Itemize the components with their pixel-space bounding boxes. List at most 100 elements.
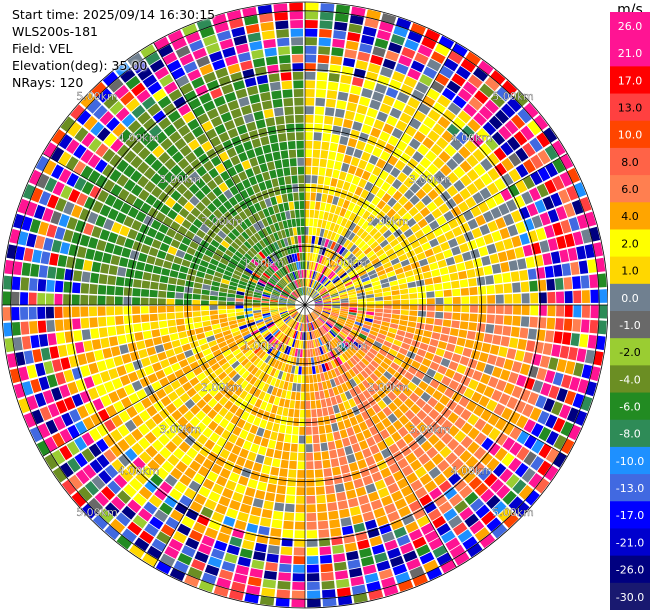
velocity-gate [214,425,225,436]
velocity-gate [327,361,334,370]
velocity-gate [391,127,404,139]
velocity-gate [144,181,156,193]
velocity-gate [289,158,297,167]
velocity-gate [219,524,233,536]
velocity-gate [447,238,458,248]
velocity-gate [469,295,478,304]
colorbar-tick-label: -26.0 [616,564,644,577]
velocity-gate [314,115,324,124]
velocity-gate [306,573,320,582]
velocity-gate [317,328,323,337]
velocity-gate [253,269,262,277]
velocity-gate [126,462,140,477]
velocity-gate [348,255,357,264]
velocity-gate [110,429,123,443]
velocity-gate [223,189,234,200]
velocity-gate [442,109,456,123]
velocity-gate [224,55,239,67]
velocity-gate [152,265,162,275]
velocity-gate [500,336,510,347]
velocity-gate [80,92,96,109]
velocity-gate [421,170,433,182]
velocity-gate [218,296,227,301]
velocity-gate [358,270,367,277]
velocity-gate [277,46,291,56]
velocity-gate [391,71,406,83]
velocity-gate [151,239,162,249]
velocity-gate [502,490,517,506]
velocity-gate [240,380,249,390]
velocity-gate [301,235,305,244]
velocity-gate [176,278,186,286]
velocity-gate [280,279,287,286]
velocity-gate [480,510,496,526]
colorbar-tick-label: 13.0 [618,101,643,114]
velocity-gate [324,334,331,342]
velocity-gate [134,270,144,280]
velocity-gate [210,87,223,100]
velocity-gate [374,83,387,94]
velocity-gate [559,345,570,359]
velocity-gate [283,237,289,247]
velocity-gate [334,367,341,377]
velocity-gate [237,511,249,522]
velocity-gate [278,280,286,287]
velocity-gate [228,320,238,326]
velocity-gate [305,11,319,20]
velocity-gate [232,80,246,91]
velocity-gate [20,307,29,320]
velocity-gate [335,322,343,329]
velocity-gate [341,127,351,137]
velocity-gate [503,358,514,371]
velocity-gate [192,126,204,138]
velocity-gate [468,379,479,391]
velocity-gate [178,441,191,453]
velocity-gate [301,375,305,384]
velocity-gate [167,319,176,327]
velocity-gate [218,569,234,581]
velocity-gate [171,151,184,164]
velocity-gate [295,270,300,279]
velocity-gate [274,250,281,260]
velocity-gate [348,346,357,354]
velocity-gate [306,278,309,287]
velocity-gate [490,93,506,108]
velocity-gate [280,229,287,239]
velocity-gate [409,299,418,305]
velocity-gate [192,105,206,118]
velocity-gate [451,246,461,256]
velocity-gate [573,182,587,198]
velocity-gate [406,326,416,334]
velocity-gate [56,332,66,345]
velocity-gate [287,364,293,374]
velocity-gate [176,183,188,195]
velocity-gate [255,319,264,324]
velocity-gate [112,244,123,256]
velocity-gate [556,305,565,317]
velocity-gate [319,288,327,294]
velocity-gate [110,346,121,357]
velocity-gate [445,256,456,266]
velocity-gate [131,442,144,456]
colorbar-tick-label: 6.0 [621,183,639,196]
velocity-gate [66,440,80,456]
velocity-gate [88,306,98,317]
velocity-gate [357,349,366,357]
velocity-gate [277,370,284,380]
velocity-gate [362,511,375,522]
velocity-gate [170,190,182,202]
velocity-gate [102,179,116,193]
velocity-gate [447,425,460,437]
velocity-gate [313,218,318,227]
velocity-gate [398,324,407,332]
velocity-gate [398,347,408,356]
velocity-gate [424,351,435,361]
velocity-gate [316,245,321,254]
velocity-gate [481,342,492,353]
velocity-gate [314,300,323,303]
velocity-gate [374,312,383,317]
velocity-gate [243,15,259,26]
velocity-gate [319,315,327,322]
velocity-gate [371,196,381,206]
velocity-gate [235,43,250,54]
